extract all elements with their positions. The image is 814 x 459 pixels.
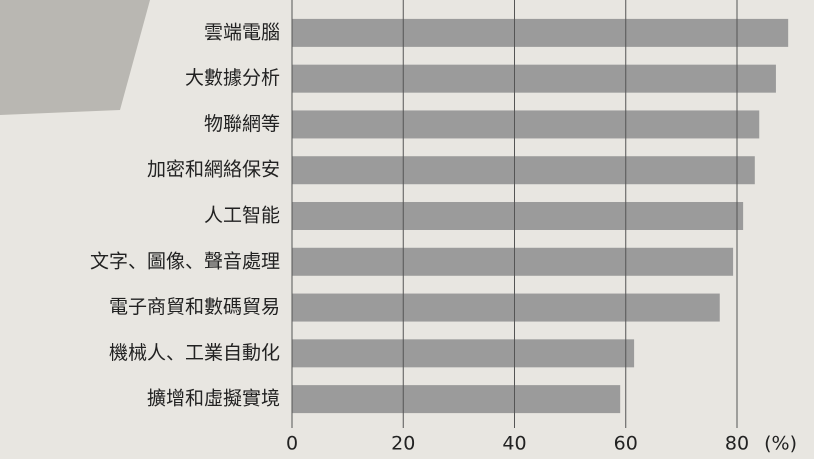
bar — [292, 202, 744, 230]
y-tick-label: 雲端電腦 — [204, 21, 280, 43]
y-tick-label: 物聯網等 — [204, 113, 280, 135]
y-tick-label: 機械人、工業自動化 — [109, 342, 280, 364]
bar — [292, 385, 621, 414]
bar — [292, 18, 789, 47]
bar — [292, 339, 635, 368]
y-tick-label: 大數據分析 — [185, 67, 280, 89]
y-tick-label: 加密和網絡保安 — [147, 159, 280, 181]
photo — [0, 0, 150, 115]
bar — [292, 64, 776, 93]
x-tick-label: 20 — [391, 433, 415, 455]
x-tick-label: 80 — [725, 433, 749, 455]
bar — [292, 156, 755, 185]
x-tick-label: 0 — [286, 433, 298, 455]
x-tick-label: 60 — [614, 433, 638, 455]
x-tick-label: 40 — [502, 433, 526, 455]
bar — [292, 247, 734, 276]
x-axis-unit: (%) — [764, 433, 797, 455]
bar — [292, 293, 720, 322]
y-tick-label: 電子商貿和數碼貿易 — [109, 296, 280, 318]
y-tick-label: 擴增和虛擬實境 — [147, 388, 280, 410]
bar — [292, 110, 760, 139]
y-tick-label: 文字、圖像、聲音處理 — [90, 250, 280, 272]
y-tick-label: 人工智能 — [204, 205, 280, 227]
